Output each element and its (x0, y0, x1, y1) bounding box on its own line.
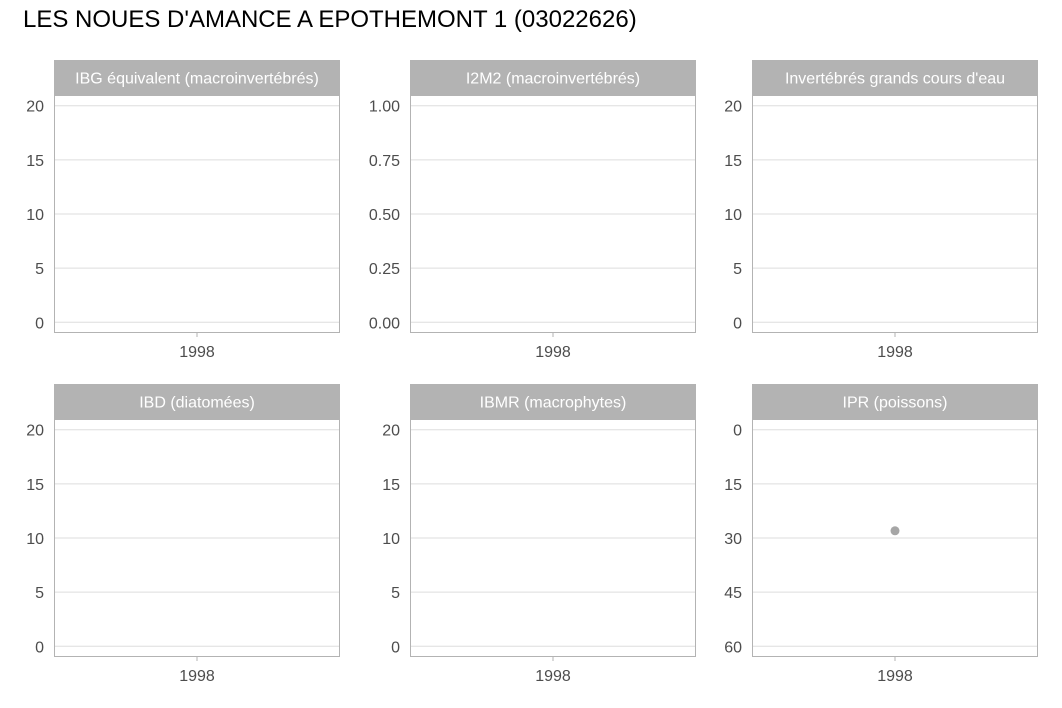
facet-panel: IBD (diatomées) 0 5 10 15 20 1998 (26, 384, 340, 685)
y-tick-label: 0 (391, 639, 400, 656)
y-tick-label: 0.00 (369, 315, 400, 332)
panel-border (410, 95, 696, 333)
y-tick-label: 20 (382, 423, 400, 440)
facet-strip (752, 60, 1038, 95)
y-tick-label: 0.50 (369, 207, 400, 224)
facet-panel: I2M2 (macroinvertébrés) 0.00 0.25 0.50 0.75 1… (369, 60, 696, 361)
x-tick-label: 1998 (877, 344, 913, 361)
facet-strip-label: IBMR (macrophytes) (480, 395, 627, 412)
facet-strip-label: Invertébrés grands cours d'eau (785, 71, 1005, 88)
y-tick-label: 10 (26, 531, 44, 548)
y-tick-label: 15 (382, 477, 400, 494)
y-tick-label: 5 (391, 585, 400, 602)
y-tick-label: 20 (26, 423, 44, 440)
y-tick-label: 10 (724, 207, 742, 224)
page-title: LES NOUES D'AMANCE A EPOTHEMONT 1 (03022… (23, 6, 637, 33)
x-tick-label: 1998 (179, 344, 215, 361)
facet-strip (54, 384, 340, 419)
x-tick-label: 1998 (179, 668, 215, 685)
y-tick-label: 60 (724, 639, 742, 656)
facet-strip (54, 60, 340, 95)
y-tick-label: 0 (733, 315, 742, 332)
y-tick-label: 10 (382, 531, 400, 548)
panel-border (54, 419, 340, 657)
y-tick-label: 0 (733, 423, 742, 440)
y-tick-label: 15 (724, 153, 742, 170)
x-tick-label: 1998 (535, 668, 571, 685)
y-tick-label: 15 (26, 477, 44, 494)
panel-border (752, 419, 1038, 657)
facet-strip-label: IPR (poissons) (843, 395, 948, 412)
y-tick-label: 15 (26, 153, 44, 170)
y-tick-label: 45 (724, 585, 742, 602)
facet-panel: IBMR (macrophytes) 0 5 10 15 20 1998 (382, 384, 696, 685)
y-tick-label: 30 (724, 531, 742, 548)
facet-strip (410, 384, 696, 419)
facet-strip-label: IBD (diatomées) (139, 395, 255, 412)
data-point (890, 526, 900, 536)
y-tick-label: 5 (733, 261, 742, 278)
y-tick-label: 0 (35, 639, 44, 656)
y-tick-label: 15 (724, 477, 742, 494)
x-tick-label: 1998 (877, 668, 913, 685)
y-tick-label: 0.75 (369, 153, 400, 170)
panel-border (410, 419, 696, 657)
y-tick-label: 20 (26, 99, 44, 116)
y-tick-label: 5 (35, 585, 44, 602)
y-tick-label: 10 (26, 207, 44, 224)
facet-strip (410, 60, 696, 95)
y-tick-label: 1.00 (369, 99, 400, 116)
panel-border (752, 95, 1038, 333)
panel-border (54, 95, 340, 333)
facet-panel: Invertébrés grands cours d'eau 0 5 10 15 20 19… (724, 60, 1038, 361)
x-tick-label: 1998 (535, 344, 571, 361)
y-tick-label: 20 (724, 99, 742, 116)
facet-strip (752, 384, 1038, 419)
y-tick-label: 5 (35, 261, 44, 278)
facet-strip-label: IBG équivalent (macroinvertébrés) (75, 71, 319, 88)
facet-strip-label: I2M2 (macroinvertébrés) (466, 71, 640, 88)
facet-panel: IPR (poissons) 0 15 30 45 60 1998 (724, 384, 1038, 685)
y-tick-label: 0 (35, 315, 44, 332)
facet-panel: IBG équivalent (macroinvertébrés) 0 5 10 15 2… (26, 60, 340, 361)
y-tick-label: 0.25 (369, 261, 400, 278)
